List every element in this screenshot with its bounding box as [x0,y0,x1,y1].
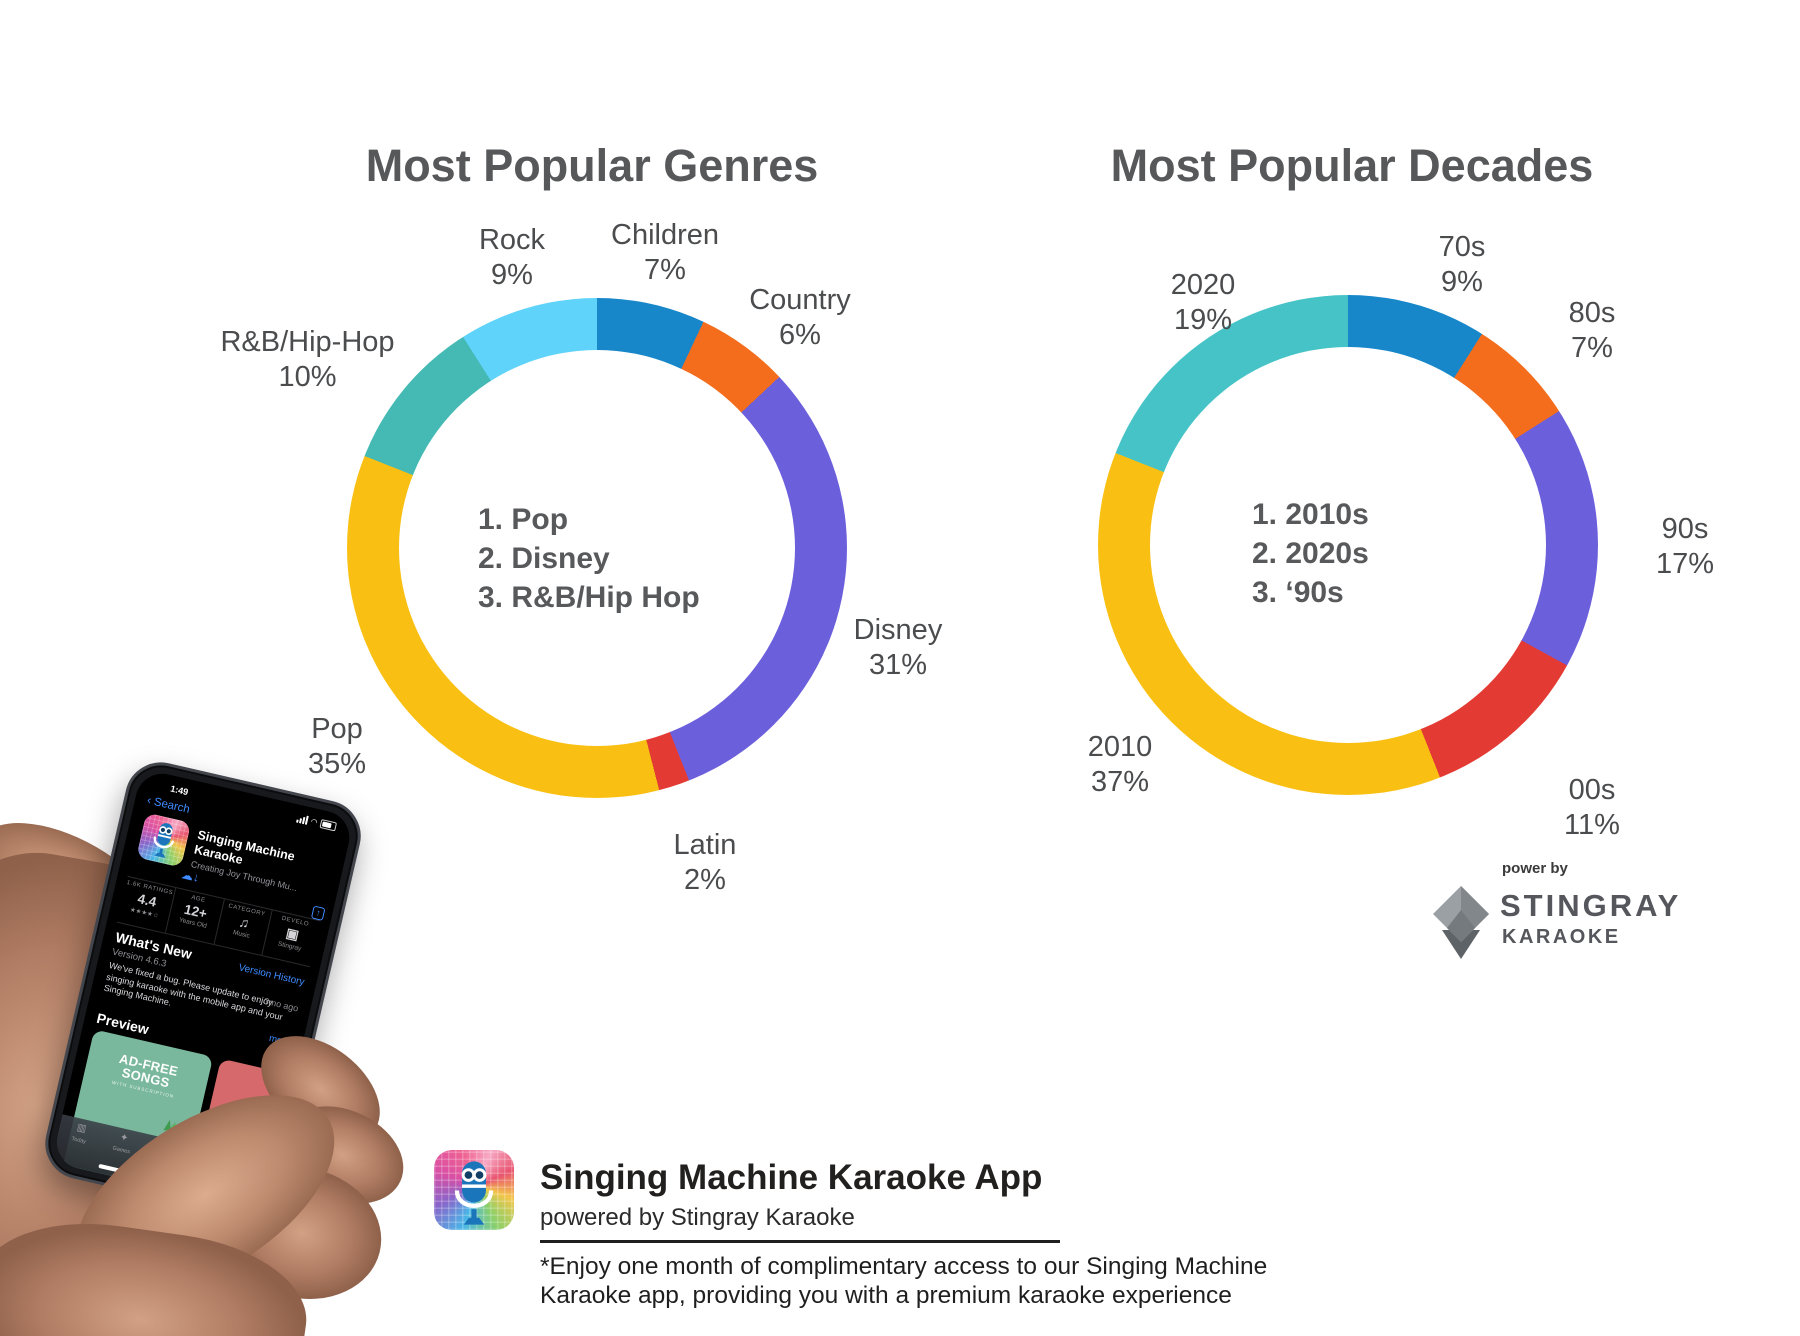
decades-chart-title: Most Popular Decades [1110,140,1594,191]
decades-label-80s: 80s 7% [1568,297,1616,364]
decades-rank-3: 3. ‘90s [1252,576,1344,609]
app-icon [434,1150,514,1230]
signal-icon [296,814,309,825]
decades-rank-1: 1. 2010s [1252,498,1369,531]
genres-chart-title: Most Popular Genres [365,140,819,191]
genres-label-disney: Disney 31% [853,614,943,681]
decades-label-2020: 2020 19% [1170,269,1236,336]
decades-label-00s: 00s 11% [1564,774,1620,841]
genres-donut-chart [347,298,847,798]
stingray-wordmark: STINGRAY [1500,888,1682,923]
decades-label-90s: 90s 17% [1655,513,1715,580]
decades-top3-list: 1. 2010s 2. 2020s 3. ‘90s [1252,495,1369,612]
genres-label-rnb-hiphop: R&B/Hip-Hop 10% [220,326,395,393]
share-icon[interactable]: ↑ [310,905,326,921]
power-by-label: power by [1502,860,1568,877]
app-store-app-icon [136,812,192,868]
wifi-icon: ◠ [309,816,319,828]
genres-label-pop: Pop 35% [307,713,367,780]
decades-label-70s: 70s 9% [1438,231,1486,298]
decades-donut-chart [1098,295,1598,795]
stingray-karaoke-wordmark: KARAOKE [1502,926,1621,948]
footer-app-subtitle: powered by Stingray Karaoke [540,1204,855,1231]
tab-today[interactable]: ▥ Today [70,1122,88,1146]
genres-top3-list: 1. Pop 2. Disney 3. R&B/Hip Hop [478,500,700,617]
genres-label-children: Children 7% [611,219,719,286]
chevron-left-icon: ‹ [145,792,153,808]
footer-app-title: Singing Machine Karaoke App [540,1158,1043,1197]
stat-developer: DEVELO ▣ Stingray [263,910,321,966]
cloud-download-icon[interactable]: ☁↓ [179,867,201,885]
clock-text: 1:49 [169,783,190,798]
genres-rank-3: 3. R&B/Hip Hop [478,581,700,614]
decades-label-2010: 2010 37% [1087,731,1153,798]
genres-rank-2: 2. Disney [478,542,610,575]
decades-rank-2: 2. 2020s [1252,537,1369,570]
hand-holding-phone-photo: 1:49 ◠ ‹Search [0,690,470,1336]
genres-label-rock: Rock 9% [478,224,546,291]
genres-label-country: Country 6% [749,284,851,351]
genres-label-latin: Latin 2% [673,829,737,896]
stingray-logo-icon [1430,884,1492,965]
battery-icon [319,819,338,832]
genres-rank-1: 1. Pop [478,503,569,536]
footer-divider [540,1240,1060,1243]
footer-disclaimer: *Enjoy one month of complimentary access… [540,1253,1268,1309]
